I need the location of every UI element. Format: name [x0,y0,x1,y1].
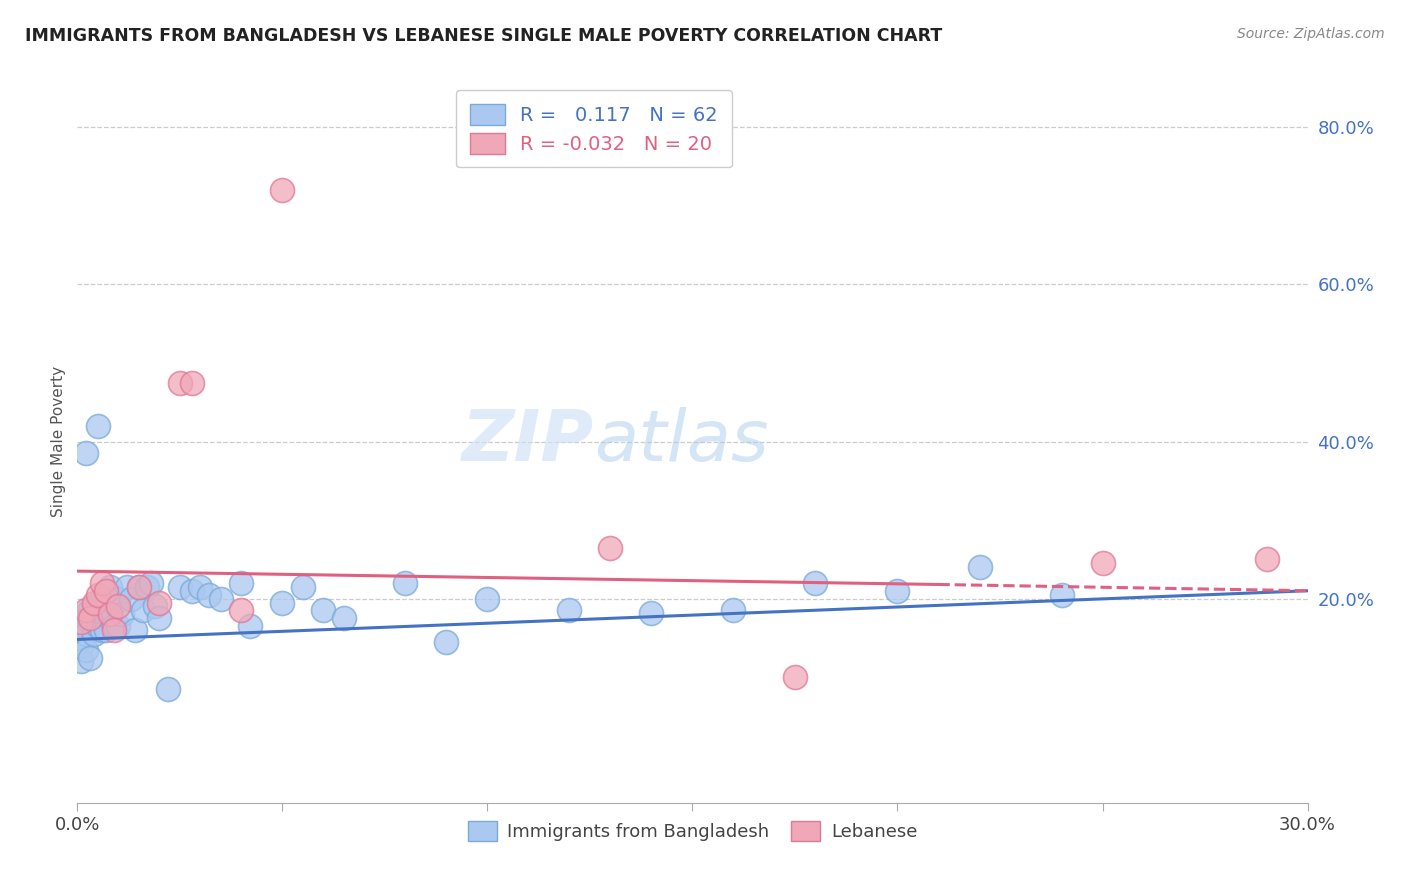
Text: IMMIGRANTS FROM BANGLADESH VS LEBANESE SINGLE MALE POVERTY CORRELATION CHART: IMMIGRANTS FROM BANGLADESH VS LEBANESE S… [25,27,942,45]
Point [90,623,114,637]
Point [79,650,101,665]
Point [271,595,294,609]
Point [239,619,262,633]
Point [75,603,97,617]
Point [804,575,827,590]
Point [107,591,129,606]
Point [599,541,621,555]
Point [83,599,105,614]
Point [333,611,356,625]
Point [1091,556,1114,570]
Point [98,607,121,622]
Point [103,623,125,637]
Point [723,603,745,617]
Point [436,635,458,649]
Point [128,580,150,594]
Point [136,580,159,594]
Point [107,619,129,633]
Point [87,619,110,633]
Point [124,623,146,637]
Point [1256,552,1278,566]
Point [70,655,93,669]
Point [90,603,114,617]
Point [558,603,581,617]
Point [87,611,110,625]
Point [75,642,97,657]
Point [115,580,138,594]
Point [148,595,170,609]
Point [94,591,117,606]
Point [107,599,129,614]
Point [98,580,121,594]
Point [169,580,191,594]
Y-axis label: Single Male Poverty: Single Male Poverty [51,366,66,517]
Point [79,615,101,630]
Point [394,575,416,590]
Point [148,611,170,625]
Point [70,631,93,645]
Point [271,183,294,197]
Point [70,639,93,653]
Point [103,619,125,633]
Point [94,623,117,637]
Point [83,627,105,641]
Point [90,575,114,590]
Point [98,611,121,625]
Point [231,575,253,590]
Point [783,670,806,684]
Point [75,446,97,460]
Point [1050,588,1073,602]
Point [94,583,117,598]
Point [120,591,142,606]
Point [231,603,253,617]
Point [111,607,134,622]
Point [75,607,97,622]
Point [640,606,662,620]
Point [103,595,125,609]
Point [87,595,110,609]
Point [94,611,117,625]
Point [87,588,110,602]
Text: Source: ZipAtlas.com: Source: ZipAtlas.com [1237,27,1385,41]
Text: ZIP: ZIP [461,407,595,476]
Point [477,591,499,606]
Point [79,611,101,625]
Point [83,595,105,609]
Point [87,418,110,433]
Point [969,560,991,574]
Point [70,615,93,630]
Point [886,583,908,598]
Point [128,580,150,594]
Point [169,376,191,390]
Point [291,580,314,594]
Point [132,603,155,617]
Legend: Immigrants from Bangladesh, Lebanese: Immigrants from Bangladesh, Lebanese [460,814,925,848]
Point [70,615,93,630]
Point [90,591,114,606]
Text: atlas: atlas [595,407,769,476]
Point [312,603,335,617]
Point [143,599,166,614]
Point [141,575,163,590]
Point [156,681,179,696]
Point [75,627,97,641]
Point [75,619,97,633]
Point [188,580,212,594]
Point [197,588,219,602]
Point [209,591,232,606]
Point [181,583,204,598]
Point [79,603,101,617]
Point [181,376,204,390]
